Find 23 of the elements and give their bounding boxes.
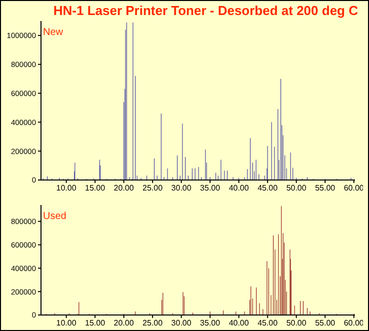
x-tick-label: 25.00 bbox=[142, 318, 164, 328]
x-tick-label: 30.00 bbox=[171, 184, 192, 193]
x-tick-label: 20.00 bbox=[114, 318, 134, 328]
x-tick-label: 50.00 bbox=[286, 318, 307, 328]
x-tick-label: 55.00 bbox=[315, 184, 336, 193]
x-tick-label: 15.00 bbox=[85, 184, 106, 193]
x-tick-label: 35.00 bbox=[200, 318, 221, 328]
x-tick-label: 55.00 bbox=[315, 318, 336, 328]
x-tick-label: 40.00 bbox=[228, 184, 250, 193]
text: Used bbox=[43, 211, 66, 222]
x-tick-label: 20.00 bbox=[114, 184, 134, 193]
x-tick-label: 45.00 bbox=[258, 184, 278, 193]
x-tick-label: 30.00 bbox=[171, 318, 192, 328]
x-tick-label: 45.00 bbox=[258, 318, 278, 328]
x-tick-label: 35.00 bbox=[200, 184, 221, 193]
x-tick-label: 15.00 bbox=[85, 318, 106, 328]
x-tick-label: 50.00 bbox=[286, 184, 307, 193]
text: New bbox=[43, 27, 64, 38]
x-tick-label: 10.00 bbox=[56, 184, 77, 193]
x-tick-label: 40.00 bbox=[228, 318, 250, 328]
x-tick-label: 10.00 bbox=[56, 318, 77, 328]
chart-title: HN-1 Laser Printer Toner - Desorbed at 200 deg C bbox=[53, 3, 358, 18]
x-tick-label: 25.00 bbox=[142, 184, 164, 193]
